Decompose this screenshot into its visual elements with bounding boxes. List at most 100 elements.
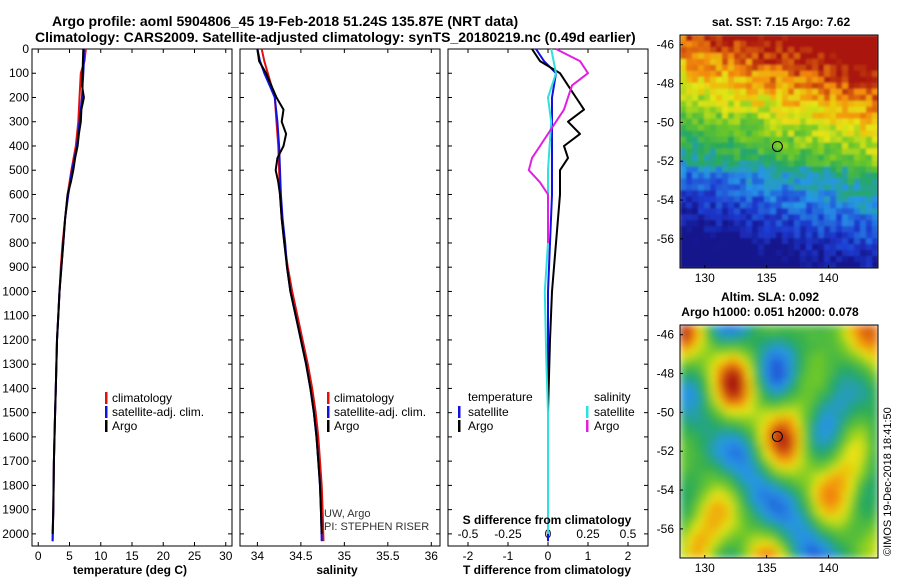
map-cell: [758, 480, 765, 487]
map-cell: [794, 325, 801, 332]
map-cell: [866, 40, 873, 48]
map-cell: [740, 172, 747, 179]
map-cell: [842, 226, 849, 233]
map-cell: [860, 420, 867, 428]
map-cell: [728, 348, 735, 356]
map-cell: [866, 486, 873, 493]
map-cell: [734, 172, 741, 179]
map-cell: [794, 504, 801, 511]
map-cell: [830, 52, 837, 60]
map-cell: [794, 112, 801, 120]
map-cell: [686, 88, 693, 96]
map-cell: [764, 244, 771, 251]
map-cell: [872, 220, 878, 227]
map-cell: [824, 100, 831, 108]
sla-map-ticks: 130 135 140-46-48-50-52-54-56: [657, 328, 839, 575]
map-cell: [692, 330, 699, 338]
map-cell: [800, 372, 807, 380]
map-cell: [692, 486, 699, 493]
map-cell: [686, 366, 693, 374]
map-cell: [860, 450, 867, 458]
map-cell: [734, 202, 741, 209]
map-cell: [716, 52, 723, 60]
map-cell: [752, 70, 759, 78]
imos-credit: ©IMOS 19-Dec-2018 18:41:50: [882, 407, 894, 556]
map-cell: [728, 76, 735, 84]
map-cell: [866, 426, 873, 434]
map-cell: [722, 480, 729, 487]
map-cell: [830, 438, 837, 446]
map-cell: [818, 226, 825, 233]
sla-argo-location-marker: [771, 430, 783, 442]
map-cell: [728, 58, 735, 66]
map-cell: [800, 474, 807, 481]
map-cell: [848, 516, 855, 523]
map-cell: [818, 372, 825, 380]
map-cell: [752, 142, 759, 150]
map-cell: [872, 196, 878, 203]
map-cell: [698, 244, 705, 251]
map-cell: [746, 100, 753, 108]
map-cell: [692, 220, 699, 227]
map-cell: [866, 166, 873, 174]
map-cell: [722, 64, 729, 72]
map-cell: [722, 390, 729, 398]
map-cell: [686, 106, 693, 114]
x-tick-label: 1: [585, 549, 592, 563]
map-cell: [698, 100, 705, 108]
map-cell: [860, 166, 867, 174]
map-cell: [842, 498, 849, 505]
map-cell: [824, 330, 831, 338]
map-cell: [698, 534, 705, 541]
map-cell: [740, 64, 747, 72]
map-cell: [752, 130, 759, 138]
map-cell: [872, 112, 878, 120]
map-cell: [788, 510, 795, 517]
map-cell: [842, 118, 849, 126]
map-cell: [800, 444, 807, 452]
map-cell: [746, 510, 753, 517]
map-cell: [854, 504, 861, 511]
map-cell: [680, 238, 687, 245]
map-cell: [692, 354, 699, 362]
map-cell: [782, 540, 789, 547]
map-cell: [800, 35, 807, 42]
map-cell: [764, 118, 771, 126]
map-cell: [740, 35, 747, 42]
map-cell: [818, 360, 825, 368]
map-cell: [764, 474, 771, 481]
map-cell: [848, 348, 855, 356]
x-tick-label: 15: [125, 549, 139, 563]
map-cell: [866, 510, 873, 517]
map-cell: [866, 244, 873, 251]
map-cell: [860, 444, 867, 452]
map-cell: [686, 504, 693, 511]
x-tick-label: 34.5: [289, 549, 313, 563]
map-cell: [758, 474, 765, 481]
map-cell: [866, 220, 873, 227]
map-cell: [686, 244, 693, 251]
legend-swatch-temp-satellite: [458, 406, 461, 418]
map-cell: [782, 432, 789, 440]
map-cell: [752, 76, 759, 84]
map-cell: [782, 486, 789, 493]
map-cell: [746, 546, 753, 553]
map-cell: [752, 238, 759, 245]
map-cell: [824, 534, 831, 541]
map-cell: [764, 142, 771, 150]
map-cell: [740, 348, 747, 356]
map-cell: [830, 516, 837, 523]
map-cell: [740, 232, 747, 239]
map-cell: [788, 64, 795, 72]
map-cell: [710, 552, 717, 558]
map-cell: [710, 378, 717, 386]
map-cell: [860, 46, 867, 54]
map-cell: [824, 112, 831, 120]
map-cell: [782, 112, 789, 120]
map-cell: [746, 130, 753, 138]
map-cell: [722, 360, 729, 368]
map-cell: [680, 148, 687, 156]
map-cell: [854, 444, 861, 452]
map-cell: [746, 40, 753, 48]
map-cell: [860, 256, 867, 263]
